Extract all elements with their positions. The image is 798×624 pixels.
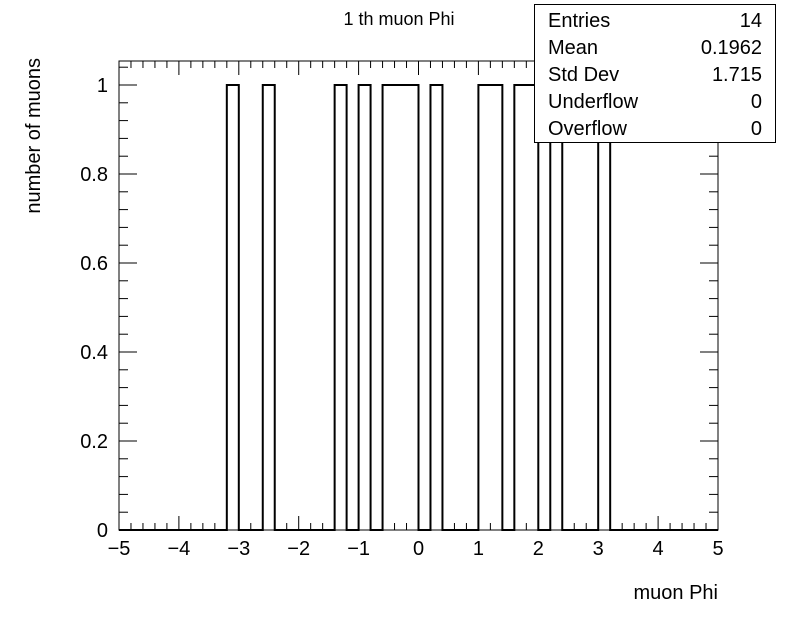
histogram-bin bbox=[407, 85, 419, 530]
stats-value: 14 bbox=[739, 10, 762, 32]
x-tick-label: −3 bbox=[227, 538, 250, 560]
y-tick-label: 0.6 bbox=[80, 253, 108, 275]
histogram-bin bbox=[514, 85, 526, 530]
axes: −5 −4 −3 −2 −1 0 1 2 3 4 5 0 0.2 0.4 0.6 0.8 1 bbox=[80, 60, 724, 560]
stats-value: 0 bbox=[750, 91, 762, 113]
histogram-bin bbox=[478, 85, 490, 530]
histogram-bin bbox=[227, 85, 239, 530]
stats-row: Underflow 0 bbox=[535, 89, 777, 116]
statistics-box: Entries 14 Mean 0.1962 Std Dev 1.715 Underflow… bbox=[534, 4, 776, 143]
x-tick-label: 2 bbox=[533, 538, 544, 560]
x-tick-label: −2 bbox=[287, 538, 310, 560]
stats-value: 0.1962 bbox=[700, 37, 762, 59]
histogram-bin bbox=[395, 85, 407, 530]
x-tick-label: 0 bbox=[413, 538, 424, 560]
stats-label: Entries bbox=[548, 10, 611, 32]
x-axis-label: muon Phi bbox=[634, 582, 719, 604]
x-tick-label: 5 bbox=[712, 538, 723, 560]
histogram-bin bbox=[263, 85, 275, 530]
histogram-bars bbox=[119, 84, 718, 531]
x-tick-label: −5 bbox=[108, 538, 131, 560]
x-tick-label: −1 bbox=[347, 538, 370, 560]
histogram-bin bbox=[359, 85, 371, 530]
stats-label: Mean bbox=[548, 37, 599, 59]
stats-label: Std Dev bbox=[548, 64, 620, 86]
histogram-bin bbox=[598, 85, 610, 530]
histogram-bin bbox=[430, 85, 442, 530]
stats-label: Underflow bbox=[548, 91, 639, 113]
histogram-bin bbox=[383, 85, 395, 530]
x-tick-label: 1 bbox=[473, 538, 484, 560]
histogram-bin bbox=[550, 85, 562, 530]
stats-row: Overflow 0 bbox=[535, 116, 777, 143]
y-tick-label: 0.4 bbox=[80, 342, 108, 364]
x-tick-label: −4 bbox=[167, 538, 190, 560]
stats-value: 0 bbox=[750, 118, 762, 140]
x-tick-label: 3 bbox=[593, 538, 604, 560]
y-tick-label: 1 bbox=[97, 75, 108, 97]
histogram-bin bbox=[526, 85, 538, 530]
stats-row: Std Dev 1.715 bbox=[535, 62, 777, 89]
y-tick-label: 0.8 bbox=[80, 164, 108, 186]
chart-title: 1 th muon Phi bbox=[343, 9, 454, 29]
y-tick-label: 0.2 bbox=[80, 431, 108, 453]
histogram-outline bbox=[119, 84, 718, 531]
histogram-bin bbox=[335, 85, 347, 530]
y-tick-label: 0 bbox=[97, 520, 108, 542]
x-tick-label: 4 bbox=[653, 538, 664, 560]
stats-row: Mean 0.1962 bbox=[535, 35, 777, 62]
stats-label: Overflow bbox=[548, 118, 627, 140]
histogram-bin bbox=[490, 85, 502, 530]
y-axis-label: number of muons bbox=[23, 58, 45, 214]
stats-value: 1.715 bbox=[711, 64, 762, 86]
stats-row: Entries 14 bbox=[535, 8, 777, 35]
